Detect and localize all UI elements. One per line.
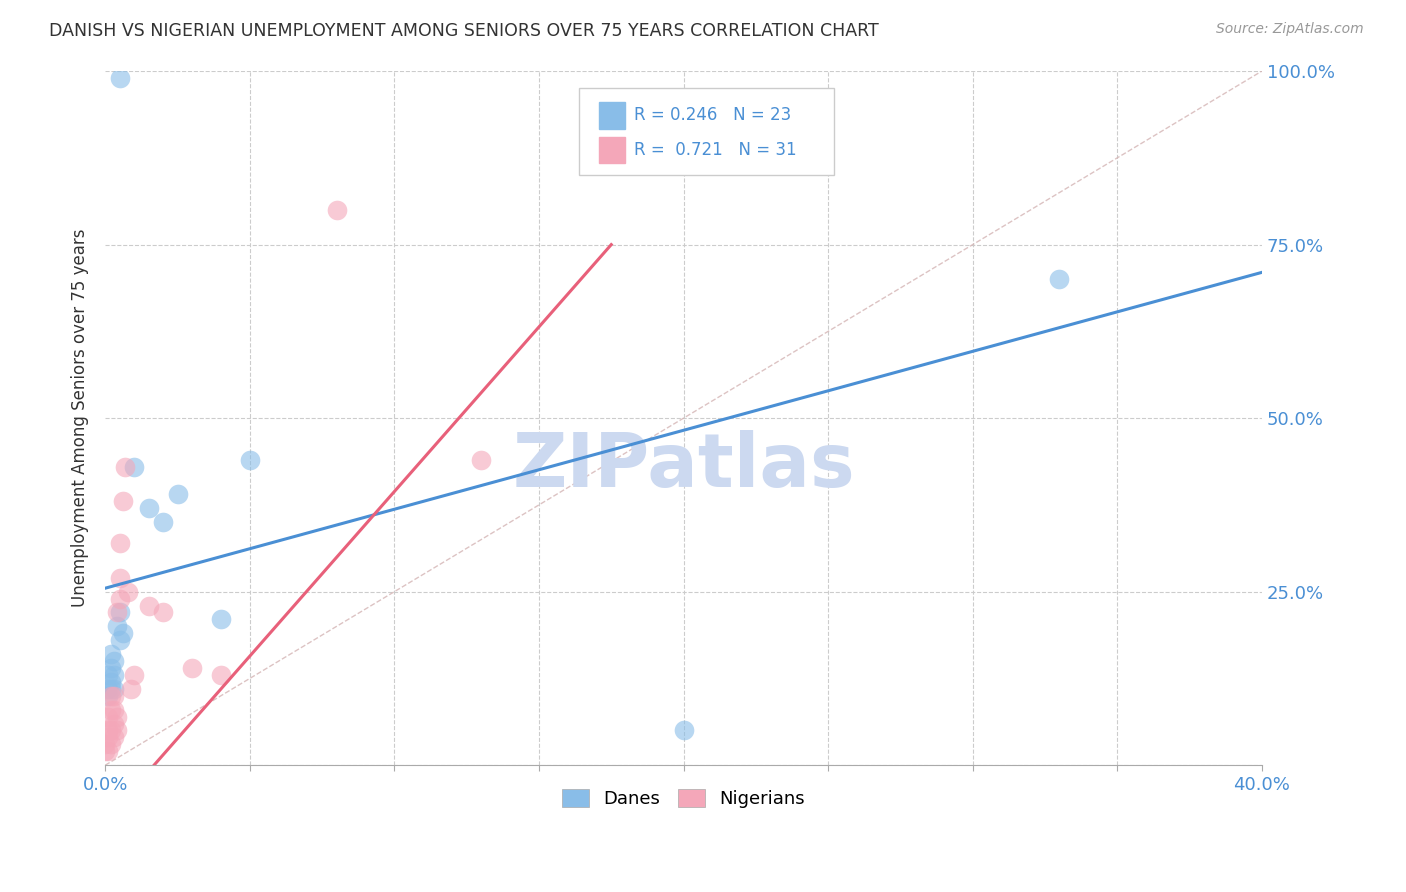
Legend: Danes, Nigerians: Danes, Nigerians	[554, 781, 813, 815]
Nigerians	[108, 536, 131, 550]
Y-axis label: Unemployment Among Seniors over 75 years: Unemployment Among Seniors over 75 years	[72, 229, 89, 607]
Nigerians	[100, 703, 122, 717]
Nigerians	[97, 731, 120, 745]
Nigerians	[94, 738, 117, 752]
Nigerians	[325, 202, 347, 217]
Nigerians	[100, 689, 122, 703]
Nigerians	[100, 738, 122, 752]
Bar	[599, 103, 624, 128]
Danes	[239, 452, 262, 467]
Danes	[108, 633, 131, 648]
Nigerians	[103, 689, 125, 703]
Danes	[100, 674, 122, 689]
Danes	[103, 668, 125, 682]
FancyBboxPatch shape	[579, 88, 834, 175]
Danes	[100, 681, 122, 696]
Nigerians	[97, 723, 120, 738]
Danes	[166, 487, 188, 501]
Danes	[1049, 272, 1071, 286]
Nigerians	[181, 661, 204, 675]
Nigerians	[103, 731, 125, 745]
Danes	[105, 619, 128, 633]
Nigerians	[138, 599, 160, 613]
Text: DANISH VS NIGERIAN UNEMPLOYMENT AMONG SENIORS OVER 75 YEARS CORRELATION CHART: DANISH VS NIGERIAN UNEMPLOYMENT AMONG SE…	[49, 22, 879, 40]
Nigerians	[97, 709, 120, 723]
Nigerians	[122, 668, 145, 682]
Danes	[108, 70, 131, 85]
Danes	[97, 668, 120, 682]
Nigerians	[108, 591, 131, 606]
Nigerians	[209, 668, 232, 682]
Text: R = 0.246   N = 23: R = 0.246 N = 23	[634, 106, 792, 125]
Danes	[103, 654, 125, 668]
Danes	[108, 606, 131, 620]
Nigerians	[105, 723, 128, 738]
Danes	[138, 501, 160, 516]
Nigerians	[103, 703, 125, 717]
Danes	[103, 681, 125, 696]
Nigerians	[120, 681, 142, 696]
Danes	[100, 647, 122, 661]
Danes	[97, 689, 120, 703]
Nigerians	[94, 744, 117, 758]
Nigerians	[114, 459, 136, 474]
Nigerians	[100, 723, 122, 738]
Danes	[672, 723, 695, 738]
Nigerians	[105, 606, 128, 620]
Nigerians	[470, 452, 492, 467]
Text: ZIPatlas: ZIPatlas	[512, 430, 855, 503]
Danes	[209, 612, 232, 626]
Nigerians	[117, 584, 139, 599]
Danes	[100, 661, 122, 675]
Danes	[111, 626, 134, 640]
Bar	[599, 137, 624, 163]
Nigerians	[103, 716, 125, 731]
Nigerians	[152, 606, 174, 620]
Danes	[97, 681, 120, 696]
Text: R =  0.721   N = 31: R = 0.721 N = 31	[634, 141, 796, 159]
Text: Source: ZipAtlas.com: Source: ZipAtlas.com	[1216, 22, 1364, 37]
Nigerians	[108, 571, 131, 585]
Danes	[152, 515, 174, 529]
Nigerians	[105, 709, 128, 723]
Nigerians	[111, 494, 134, 508]
Nigerians	[97, 744, 120, 758]
Danes	[122, 459, 145, 474]
